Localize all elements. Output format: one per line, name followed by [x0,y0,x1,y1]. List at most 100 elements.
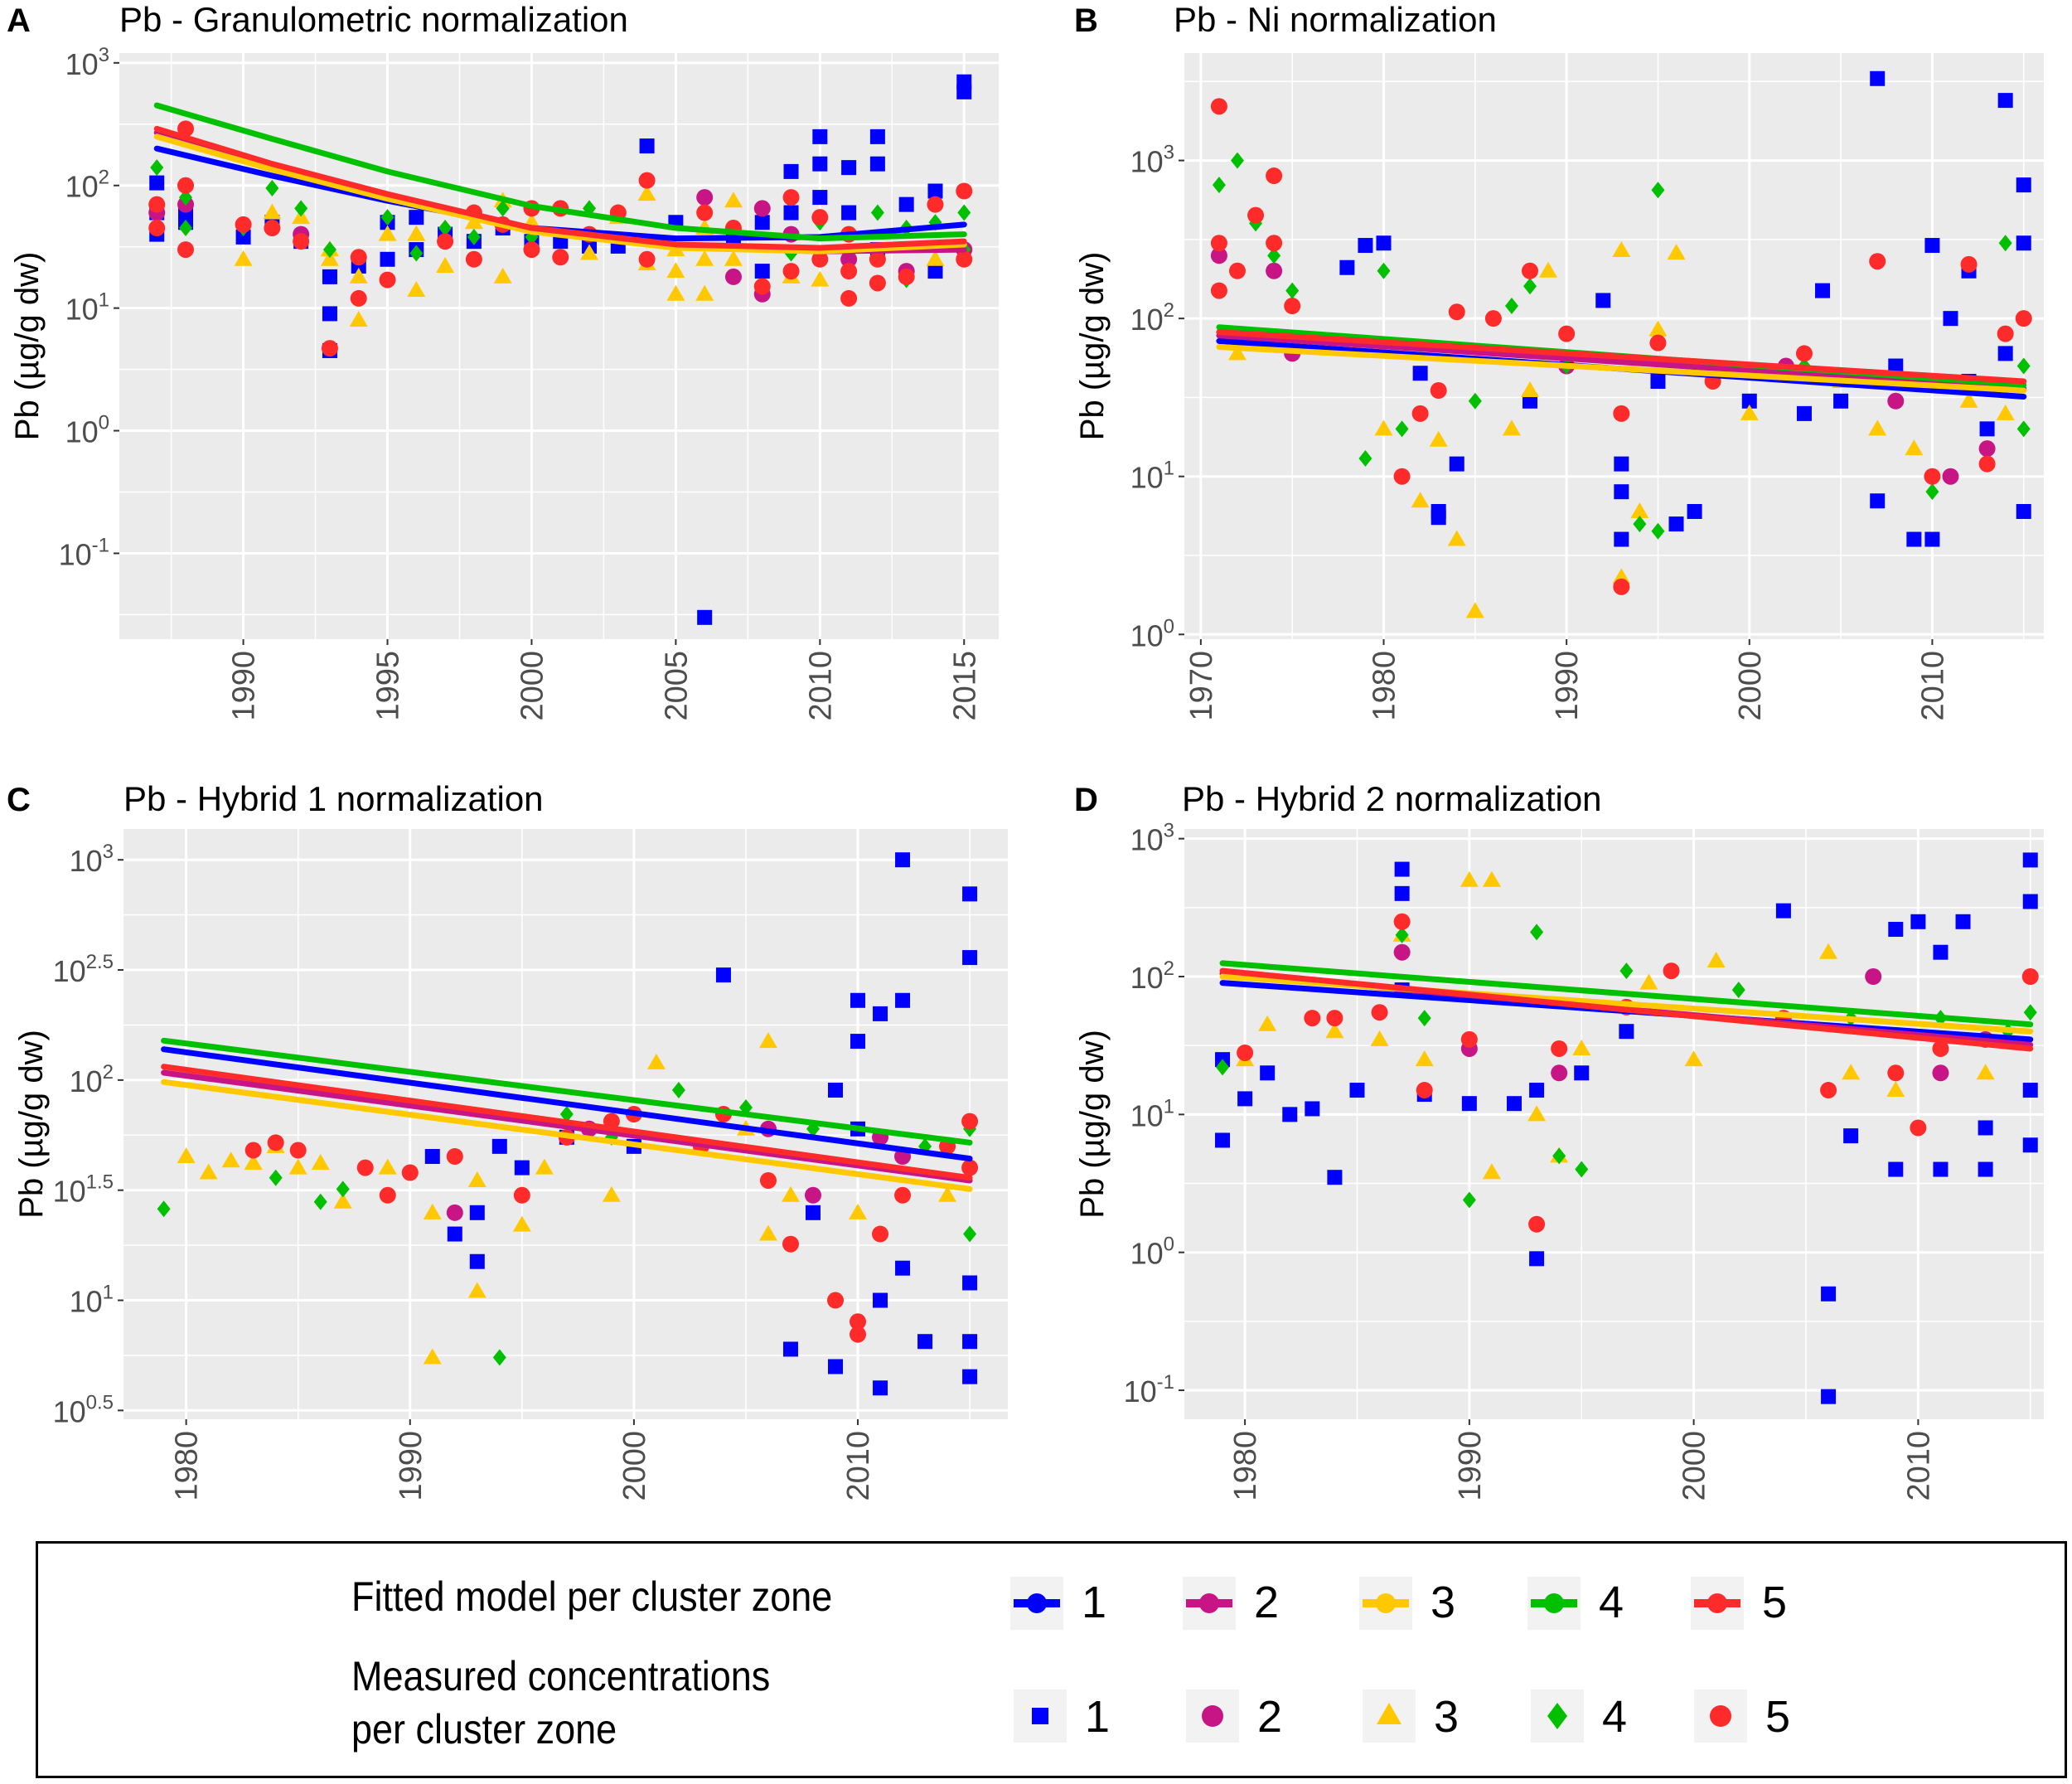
data-point-cluster-3 [695,250,714,266]
data-point-cluster-1 [1260,1065,1276,1081]
data-point-cluster-1 [1796,405,1812,421]
data-point-cluster-5 [1210,235,1227,252]
y-tick-exponent: 3 [99,44,109,66]
data-point-cluster-5 [638,172,656,189]
plot-background [119,53,999,639]
data-point-cluster-3 [1819,943,1838,959]
data-point-cluster-1 [812,190,828,206]
data-point-cluster-1 [2016,503,2031,519]
data-point-cluster-1 [783,163,799,179]
x-tick-label: 2000 [1733,651,1768,721]
data-point-cluster-3 [1976,1064,1995,1080]
y-tick-base: 10 [1130,823,1164,857]
legend-key-fitted-1 [1010,1577,1063,1630]
data-point-cluster-2 [1393,943,1411,961]
legend-key-measured-3 [1363,1689,1416,1743]
legend-label-measured: 2 [1257,1692,1283,1742]
data-point-cluster-3 [1447,530,1466,546]
data-point-cluster-3 [423,1203,442,1219]
data-point-cluster-1 [850,992,866,1008]
y-tick-exponent: 1 [99,289,109,312]
data-point-cluster-5 [1997,325,2014,342]
data-point-cluster-1 [1741,393,1757,409]
data-point-cluster-3 [1639,973,1658,990]
data-point-cluster-5 [1430,382,1447,400]
data-point-cluster-5 [177,120,195,138]
data-point-cluster-3 [1868,419,1887,436]
chart-title: Pb - Hybrid 2 normalization [1182,779,1602,818]
legend-key-fitted-3 [1359,1577,1412,1630]
data-point-cluster-5 [437,233,454,250]
fitted-line-cluster-3 [153,133,967,255]
data-point-cluster-1 [1412,366,1428,381]
data-point-cluster-2 [1266,262,1283,279]
data-point-cluster-1 [869,128,885,144]
data-point-cluster-1 [469,1205,485,1220]
data-point-cluster-5 [293,233,310,250]
legend-marker-diamond-icon [1547,1703,1567,1729]
data-point-cluster-5 [1304,1010,1321,1027]
data-point-cluster-5 [1393,913,1411,930]
data-point-cluster-5 [638,250,656,268]
y-tick-base: 10 [53,954,86,988]
y-tick-exponent: 3 [103,841,114,863]
data-point-cluster-5 [1247,206,1265,224]
data-point-cluster-1 [1339,259,1355,275]
data-point-cluster-1 [962,1369,978,1384]
data-point-cluster-1 [1376,235,1392,251]
data-point-cluster-4 [496,200,510,217]
y-tick-base: 10 [59,537,92,571]
data-point-cluster-3 [1648,320,1668,337]
data-point-cluster-3 [1630,502,1649,518]
data-point-cluster-1 [1305,1101,1320,1117]
data-point-cluster-4 [1731,982,1745,999]
data-point-cluster-1 [895,1260,911,1276]
data-point-cluster-4 [1377,262,1391,279]
legend-dot-swatch [1544,1593,1564,1613]
data-point-cluster-1 [1394,861,1410,877]
data-point-cluster-1 [1997,93,2013,109]
data-point-cluster-5 [523,241,540,259]
data-point-cluster-5 [1795,345,1813,362]
legend-key-measured-1 [1014,1689,1067,1743]
data-point-cluster-1 [1821,1286,1837,1302]
y-tick-label: 102.5 [53,951,114,988]
data-point-cluster-1 [1910,914,1926,929]
data-point-cluster-3 [407,225,426,241]
y-tick-base: 10 [65,47,99,81]
legend-marker-square-icon [1032,1708,1048,1724]
data-point-cluster-5 [872,1225,889,1243]
data-point-cluster-1 [927,183,943,199]
y-tick-exponent: 0.5 [86,1391,114,1413]
data-point-cluster-5 [1932,1040,1949,1057]
data-point-cluster-3 [666,284,685,301]
data-point-cluster-3 [1482,870,1501,887]
legend-label-measured: 4 [1602,1692,1628,1742]
data-point-cluster-5 [961,1113,979,1130]
y-tick-label: 10-1 [1124,1371,1174,1408]
data-point-cluster-1 [754,215,770,230]
data-point-cluster-5 [1371,1004,1388,1021]
data-point-cluster-4 [957,204,971,221]
y-tick-exponent: 0 [1164,615,1174,637]
y-tick-base: 10 [1124,1374,1157,1408]
data-point-cluster-5 [465,250,482,268]
data-point-cluster-5 [869,274,886,292]
fitted-line-cluster-4 [153,102,967,242]
data-point-cluster-1 [1888,922,1904,938]
data-point-cluster-3 [724,191,743,208]
data-point-cluster-4 [1462,1191,1476,1209]
data-point-cluster-4 [157,1200,171,1218]
y-tick-base: 10 [70,1064,103,1098]
data-point-cluster-2 [696,189,714,206]
data-point-cluster-1 [812,128,828,144]
y-tick-label: 103 [1130,820,1174,857]
data-point-cluster-1 [1282,1107,1298,1122]
data-point-cluster-1 [1978,1120,1993,1136]
data-point-cluster-1 [2022,894,2038,909]
data-point-cluster-1 [962,1334,978,1350]
y-tick-base: 10 [65,293,99,327]
data-point-cluster-5 [2015,310,2032,327]
legend-key-fitted-5 [1691,1577,1744,1630]
